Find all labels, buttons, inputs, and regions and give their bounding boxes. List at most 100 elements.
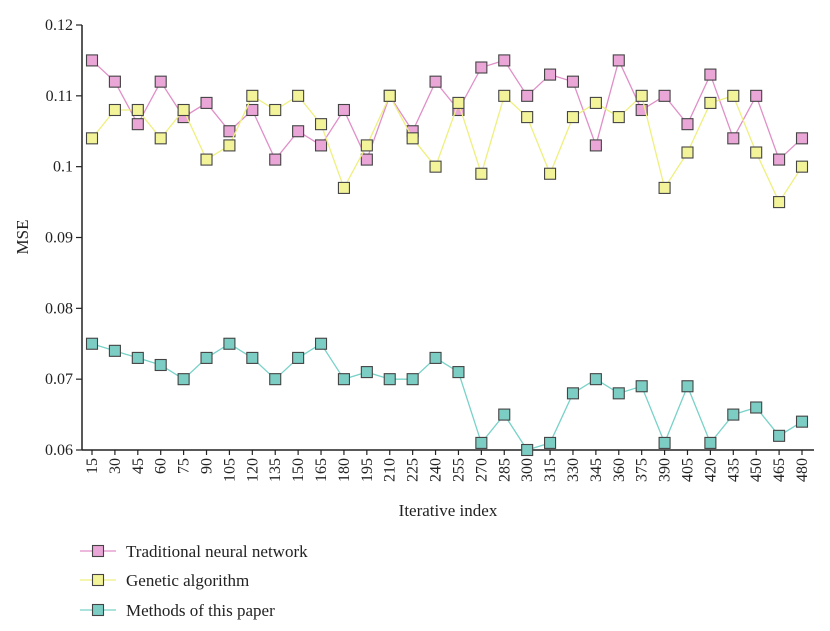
data-point xyxy=(681,118,694,131)
data-point xyxy=(452,366,465,379)
y-tick-label: 0.06 xyxy=(45,442,73,459)
x-tick-label: 420 xyxy=(702,458,719,482)
data-point xyxy=(292,351,305,364)
data-point xyxy=(360,153,373,166)
data-point xyxy=(612,387,625,400)
series-layer xyxy=(85,54,809,457)
y-tick-label: 0.11 xyxy=(46,88,73,105)
data-point xyxy=(246,89,259,102)
series-methods-of-this-paper xyxy=(85,337,809,457)
x-tick-label: 225 xyxy=(405,458,422,482)
data-point xyxy=(269,153,282,166)
x-tick-label: 345 xyxy=(588,458,605,482)
data-point xyxy=(773,153,786,166)
data-point xyxy=(246,351,259,364)
x-tick-label: 15 xyxy=(84,458,101,474)
data-point xyxy=(85,337,99,350)
data-point xyxy=(177,103,190,117)
data-point xyxy=(681,146,694,159)
x-tick-label: 330 xyxy=(565,458,582,482)
data-point xyxy=(566,387,580,400)
x-tick-label: 360 xyxy=(611,458,628,482)
data-point xyxy=(337,181,350,194)
data-point xyxy=(154,75,167,88)
data-point xyxy=(704,436,717,449)
x-tick-label: 435 xyxy=(725,458,742,482)
data-point xyxy=(223,337,236,350)
x-tick-label: 195 xyxy=(359,458,376,482)
data-point xyxy=(544,436,557,449)
data-point xyxy=(200,153,213,166)
data-point xyxy=(750,401,763,414)
x-tick-label: 165 xyxy=(313,458,330,482)
data-point xyxy=(681,380,694,393)
series-line xyxy=(91,342,803,451)
y-tick-label: 0.08 xyxy=(45,300,73,317)
data-point xyxy=(406,373,419,386)
x-tick-label: 270 xyxy=(473,458,490,482)
data-point xyxy=(544,68,557,81)
data-point xyxy=(658,89,671,102)
x-tick-label: 465 xyxy=(771,458,788,482)
data-point xyxy=(200,96,213,109)
x-tick-label: 60 xyxy=(153,458,170,474)
legend: Traditional neural network Genetic algori… xyxy=(80,542,308,620)
data-point xyxy=(475,436,488,449)
data-point xyxy=(750,146,763,159)
data-point xyxy=(200,351,213,364)
data-point xyxy=(635,103,648,117)
data-point xyxy=(773,429,786,442)
data-point xyxy=(429,351,442,364)
data-point xyxy=(635,89,648,102)
data-point xyxy=(612,54,625,67)
data-point xyxy=(704,68,717,81)
data-point xyxy=(85,132,99,145)
series-traditional-neural-network xyxy=(85,54,809,166)
data-point xyxy=(154,132,167,145)
x-tick-label: 45 xyxy=(130,458,147,474)
data-point xyxy=(177,373,190,386)
x-tick-label: 90 xyxy=(199,458,216,474)
data-point xyxy=(337,103,350,117)
legend-item: Methods of this paper xyxy=(80,601,275,620)
data-point xyxy=(727,408,740,421)
data-point xyxy=(292,125,305,138)
data-point xyxy=(521,443,534,457)
legend-label: Traditional neural network xyxy=(126,542,308,561)
data-point xyxy=(337,373,350,386)
x-tick-label: 105 xyxy=(221,458,238,482)
x-ticks: 15 30 45 60 75 90 105 120 135 150 165 180 195 210 225 2… xyxy=(84,450,811,482)
data-point xyxy=(475,61,488,74)
x-tick-label: 405 xyxy=(679,458,696,482)
legend-label: Methods of this paper xyxy=(126,601,275,620)
data-point xyxy=(658,436,671,449)
data-point xyxy=(498,89,511,102)
data-point xyxy=(292,89,305,102)
legend-marker xyxy=(91,573,105,587)
data-point xyxy=(108,103,121,117)
data-point xyxy=(383,373,396,386)
x-tick-label: 135 xyxy=(267,458,284,482)
x-tick-label: 120 xyxy=(244,458,261,482)
y-axis-title: MSE xyxy=(13,220,32,255)
y-tick-label: 0.1 xyxy=(53,159,73,176)
data-point xyxy=(269,373,282,386)
legend-marker xyxy=(91,544,105,558)
data-point xyxy=(108,75,121,88)
data-point xyxy=(544,167,557,180)
x-tick-label: 450 xyxy=(748,458,765,482)
data-point xyxy=(360,366,373,379)
data-point xyxy=(498,54,511,67)
data-point xyxy=(589,139,602,152)
data-point xyxy=(566,75,580,88)
data-point xyxy=(704,96,717,109)
data-point xyxy=(360,139,373,152)
x-tick-label: 375 xyxy=(634,458,651,482)
data-point xyxy=(314,337,328,350)
x-tick-label: 300 xyxy=(519,458,536,482)
x-tick-label: 180 xyxy=(336,458,353,482)
x-tick-label: 75 xyxy=(176,458,193,474)
data-point xyxy=(727,132,740,145)
data-point xyxy=(773,196,786,209)
y-ticks: 0.06 0.07 0.08 0.09 0.1 0.11 0.12 xyxy=(45,17,82,459)
